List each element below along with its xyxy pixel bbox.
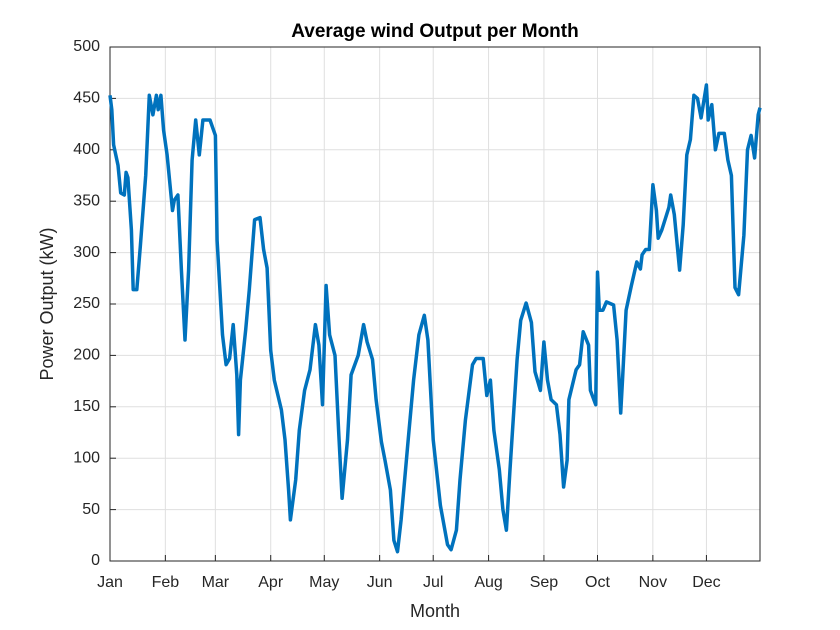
y-tick-label: 0 — [91, 552, 100, 569]
y-tick-label: 500 — [73, 38, 100, 55]
x-tick-label: Dec — [692, 574, 720, 591]
data-line — [108, 83, 762, 554]
y-tick-label: 350 — [73, 192, 100, 209]
chart-title: Average wind Output per Month — [291, 21, 578, 42]
plot-frame — [109, 46, 761, 562]
x-tick-label: Aug — [474, 574, 502, 591]
y-axis-label: Power Output (kW) — [37, 227, 57, 380]
y-tick-label: 250 — [73, 295, 100, 312]
x-tick-label: Nov — [639, 574, 667, 591]
x-tick-label: May — [309, 574, 339, 591]
x-tick-label: Jan — [97, 574, 123, 591]
y-tick-label: 300 — [73, 244, 100, 261]
y-tick-label: 200 — [73, 347, 100, 364]
x-tick-label: Jul — [423, 574, 443, 591]
y-tick-label: 150 — [73, 398, 100, 415]
y-tick-label: 100 — [73, 449, 100, 466]
x-tick-label: Feb — [152, 574, 180, 591]
x-tick-label: Sep — [530, 574, 559, 591]
x-tick-label: Apr — [258, 574, 284, 591]
y-tick-label: 50 — [82, 501, 100, 518]
x-tick-label: Mar — [202, 574, 230, 591]
x-axis-label: Month — [410, 601, 460, 621]
y-tick-label: 450 — [73, 90, 100, 107]
x-tick-label: Jun — [367, 574, 393, 591]
x-tick-label: Oct — [585, 574, 610, 591]
y-tick-label: 400 — [73, 141, 100, 158]
